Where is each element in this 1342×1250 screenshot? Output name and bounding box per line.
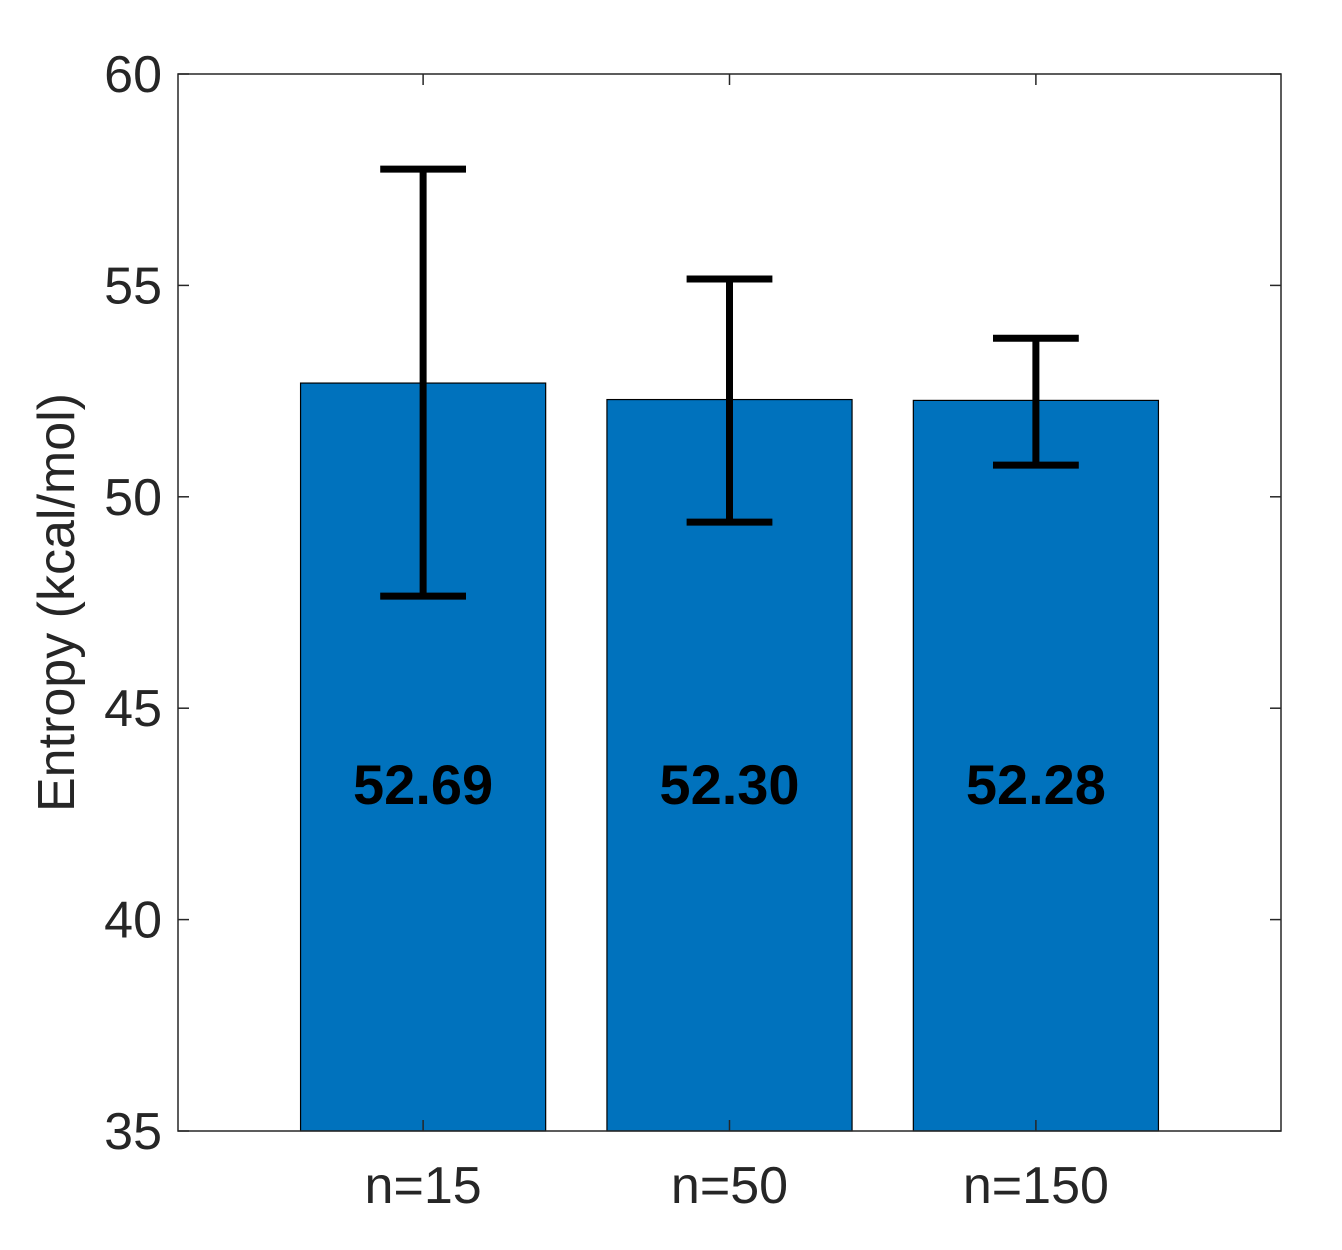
y-tick-label-35: 35 — [104, 1103, 162, 1161]
ticks-group — [178, 73, 1281, 1132]
data-label-n=150: 52.28 — [966, 753, 1106, 816]
y-tick-label-55: 55 — [104, 257, 162, 315]
x-tick-label-n=150: n=150 — [963, 1157, 1109, 1215]
y-axis-title: Entropy (kcal/mol) — [28, 393, 86, 812]
error-bars-group — [380, 165, 1079, 600]
x-tick-labels: n=15 n=50 n=150 — [365, 1157, 1109, 1215]
x-tick-label-n=15: n=15 — [365, 1157, 482, 1215]
y-tick-labels: 35 40 45 50 55 60 — [104, 46, 162, 1161]
y-tick-label-45: 45 — [104, 680, 162, 738]
x-tick-label-n=50: n=50 — [671, 1157, 788, 1215]
data-label-n=50: 52.30 — [659, 753, 799, 816]
data-label-n=15: 52.69 — [353, 753, 493, 816]
y-tick-label-40: 40 — [104, 892, 162, 950]
y-tick-label-50: 50 — [104, 469, 162, 527]
y-tick-label-60: 60 — [104, 46, 162, 104]
data-labels-group: 52.69 52.30 52.28 — [353, 753, 1106, 816]
